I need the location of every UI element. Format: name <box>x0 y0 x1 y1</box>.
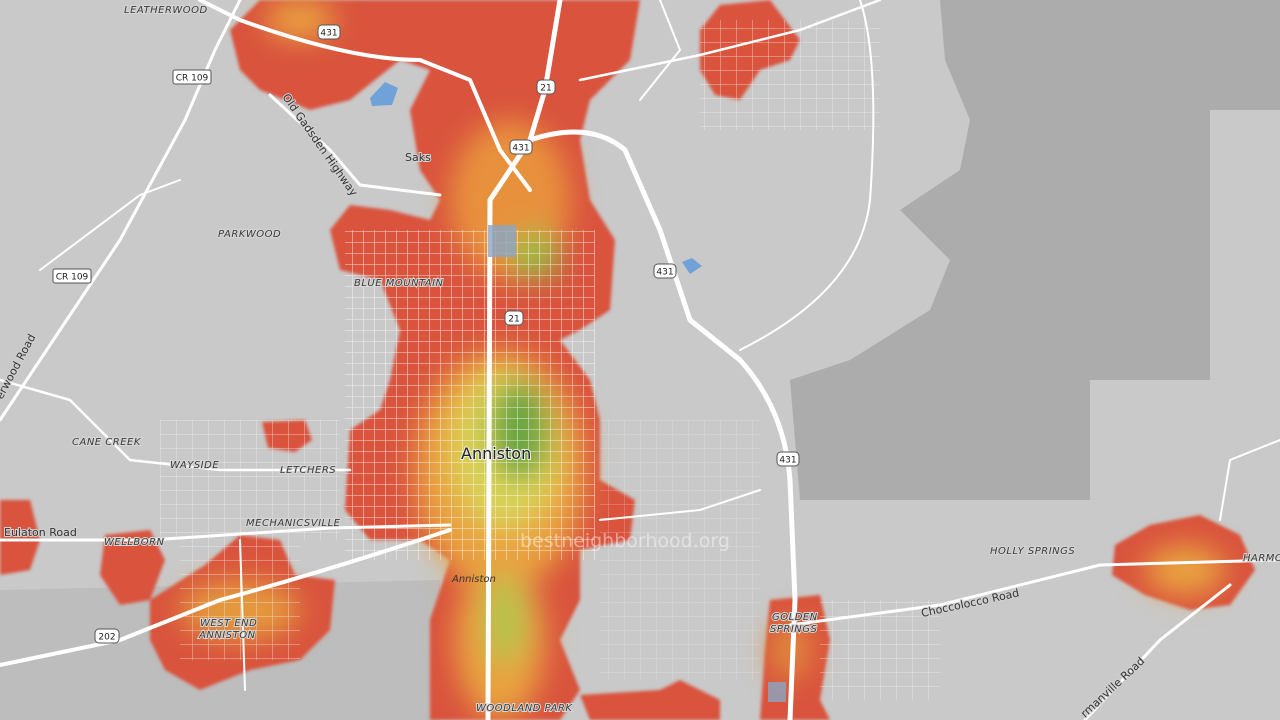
city-label: Anniston <box>461 444 531 463</box>
heat-zone <box>1145 545 1225 595</box>
heat-zone <box>483 575 527 665</box>
place-label: WOODLAND PARK <box>476 703 573 714</box>
shield: 431 <box>512 144 529 154</box>
place-label: WEST END <box>200 618 257 629</box>
lake <box>682 258 702 274</box>
shield-box <box>536 79 556 95</box>
place-label: MECHANICSVILLE <box>246 518 341 529</box>
shield: 431 <box>656 268 673 278</box>
road <box>639 0 681 101</box>
road <box>239 539 246 691</box>
place-label: ANNISTON <box>198 630 256 641</box>
city-label: Anniston <box>451 574 496 585</box>
shield-box <box>776 451 800 467</box>
road <box>1219 439 1280 521</box>
shield-box <box>317 24 341 40</box>
shield: 21 <box>540 84 551 94</box>
place-label: WELLBORN <box>104 537 165 548</box>
shield-box <box>172 69 212 85</box>
road-label: Eulaton Road <box>4 526 77 539</box>
lake <box>370 82 398 106</box>
shield: CR 109 <box>56 273 89 283</box>
place-label: BLUE MOUNTAIN <box>354 278 444 289</box>
place-label: LETCHERS <box>280 465 336 476</box>
town-label: Saks <box>405 151 431 164</box>
road <box>0 0 242 422</box>
street-grid <box>600 420 760 680</box>
park <box>768 682 786 702</box>
road <box>599 489 761 521</box>
road <box>739 0 875 351</box>
place-label: HARMO <box>1243 553 1280 564</box>
road <box>268 93 442 197</box>
heat-area <box>0 500 40 575</box>
shield: CR 109 <box>176 74 209 84</box>
place-label: SPRINGS <box>770 624 818 635</box>
place-label: CANE CREEK <box>72 437 142 448</box>
shield: 202 <box>98 633 115 643</box>
road <box>0 528 452 667</box>
shields: 431 431 431 431 CR 109 CR 109 21 21 202 <box>52 24 800 644</box>
place-label: WAYSIDE <box>170 460 219 471</box>
shield-box <box>52 268 92 284</box>
shield: 431 <box>320 29 337 39</box>
heat-zone <box>770 620 810 680</box>
road <box>0 523 452 542</box>
place-label: LEATHERWOOD <box>124 5 208 16</box>
road <box>0 378 352 472</box>
street-grid <box>700 20 880 130</box>
road <box>39 179 181 271</box>
shield: 21 <box>508 315 519 325</box>
street-grid <box>345 230 595 560</box>
place-label: GOLDEN <box>772 612 818 623</box>
shield-box <box>653 263 677 279</box>
shield-box <box>504 310 524 326</box>
street-grid <box>820 600 940 700</box>
shield-box <box>509 139 533 155</box>
street-grid <box>160 420 340 540</box>
road <box>788 558 1280 627</box>
place-label: PARKWOOD <box>218 229 281 240</box>
forest-area <box>790 0 1280 500</box>
road <box>1083 583 1232 720</box>
place-label: HOLLY SPRINGS <box>990 546 1075 557</box>
heat-area <box>100 530 165 605</box>
road <box>198 0 532 192</box>
watermark: bestneighborhood.org <box>520 530 730 552</box>
road <box>578 0 882 82</box>
shield-box <box>94 628 120 644</box>
shield: 431 <box>779 456 796 466</box>
heat-area <box>580 680 720 720</box>
park <box>488 225 516 257</box>
